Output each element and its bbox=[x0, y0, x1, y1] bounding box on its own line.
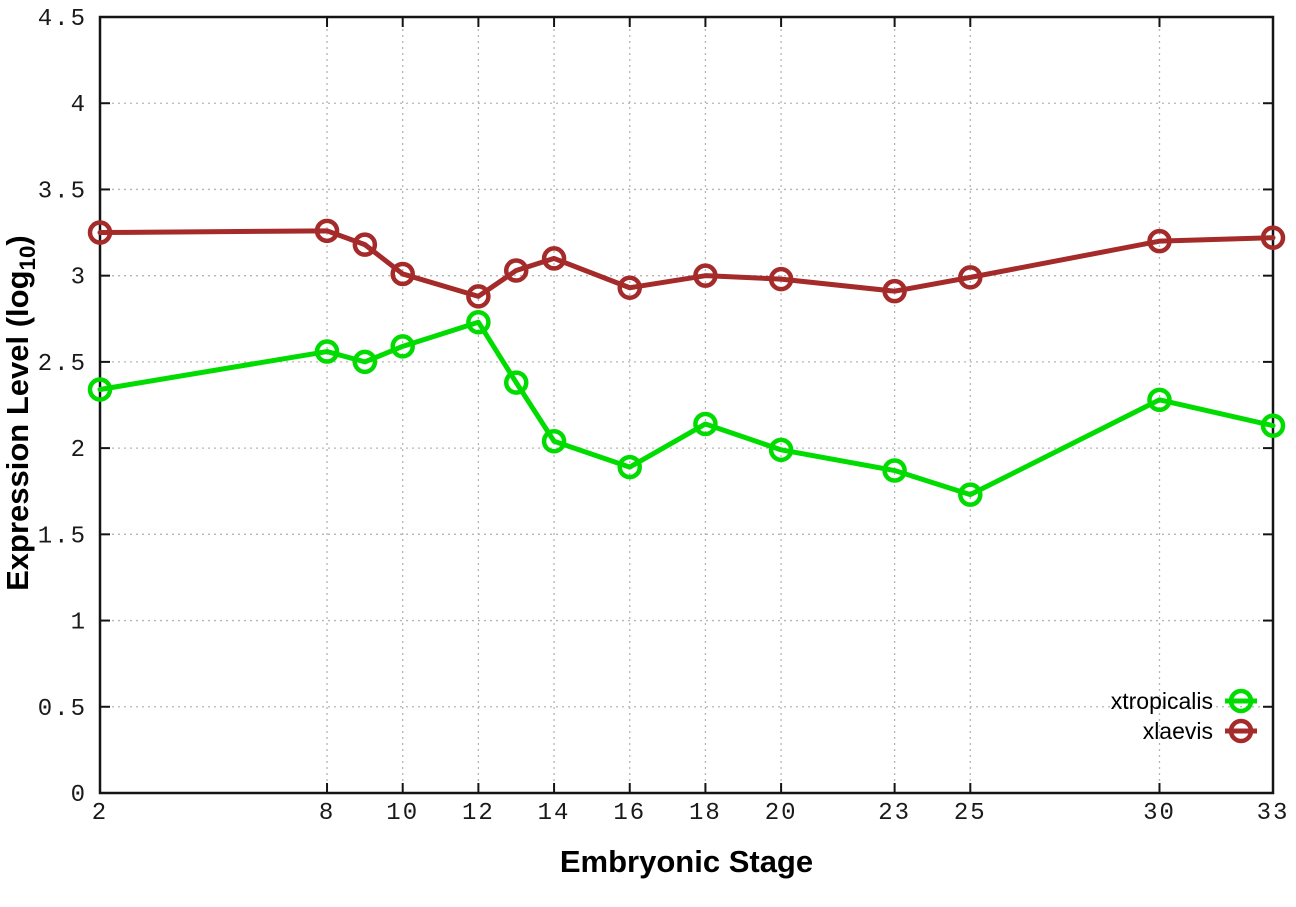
data-point-xlaevis-25 bbox=[958, 265, 983, 290]
x-tick-label: 12 bbox=[462, 800, 495, 827]
data-point-xtropicalis-8 bbox=[314, 339, 340, 364]
y-tick-label: 1.5 bbox=[38, 523, 87, 550]
data-point-xtropicalis-9 bbox=[352, 349, 378, 375]
y-axis-title-main: Expression Level (log bbox=[0, 270, 35, 591]
legend-label-xtropicalis: xtropicalis bbox=[1111, 688, 1213, 714]
data-point-xtropicalis-14 bbox=[541, 428, 567, 454]
data-point-xtropicalis-13 bbox=[503, 370, 529, 395]
legend-sample-marker-xtropicalis bbox=[1228, 688, 1254, 714]
x-tick-label: 2 bbox=[92, 800, 108, 827]
data-point-xtropicalis-33 bbox=[1260, 413, 1286, 438]
y-tick-label: 0 bbox=[71, 782, 87, 809]
x-tick-label: 8 bbox=[319, 800, 335, 827]
data-point-xlaevis-16 bbox=[617, 275, 642, 300]
legend-label-xlaevis: xlaevis bbox=[1143, 718, 1213, 744]
x-axis-title: Embryonic Stage bbox=[559, 844, 814, 879]
x-tick-label: 10 bbox=[386, 800, 419, 827]
data-point-xtropicalis-2 bbox=[87, 377, 113, 402]
y-tick-label: 0.5 bbox=[38, 696, 87, 723]
plot-border bbox=[98, 15, 1275, 795]
data-point-xtropicalis-12 bbox=[466, 309, 491, 335]
y-tick-label: 3.5 bbox=[38, 178, 87, 205]
y-tick-label: 4 bbox=[71, 92, 87, 119]
data-point-xtropicalis-10 bbox=[390, 334, 415, 359]
data-point-xlaevis-14 bbox=[541, 246, 567, 271]
y-tick-label: 4.5 bbox=[38, 6, 87, 33]
x-tick-label: 33 bbox=[1257, 800, 1290, 827]
data-point-xlaevis-9 bbox=[352, 232, 378, 257]
data-point-xlaevis-2 bbox=[87, 220, 113, 245]
data-point-xlaevis-18 bbox=[693, 263, 718, 288]
data-point-xtropicalis-30 bbox=[1147, 387, 1172, 413]
data-point-xtropicalis-20 bbox=[768, 437, 794, 463]
y-axis-title: Expression Level (log10) bbox=[0, 163, 45, 663]
data-point-xtropicalis-18 bbox=[693, 411, 718, 437]
data-point-xlaevis-10 bbox=[390, 261, 415, 287]
data-point-xlaevis-20 bbox=[768, 266, 794, 292]
y-tick-label: 2 bbox=[71, 437, 87, 464]
y-tick-label: 3 bbox=[71, 265, 87, 292]
x-tick-label: 25 bbox=[954, 800, 987, 827]
series-line-xlaevis bbox=[97, 228, 1276, 299]
data-point-xlaevis-33 bbox=[1260, 225, 1286, 250]
data-point-xlaevis-12 bbox=[466, 284, 491, 309]
x-tick-label: 23 bbox=[878, 800, 911, 827]
y-axis-title-close: ) bbox=[0, 235, 35, 246]
x-tick-label: 14 bbox=[538, 800, 571, 827]
data-point-xtropicalis-25 bbox=[958, 482, 983, 507]
y-tick-label: 2.5 bbox=[38, 351, 87, 378]
series-line-xtropicalis bbox=[97, 319, 1276, 498]
legend-sample-marker-xlaevis bbox=[1228, 718, 1254, 744]
y-tick-label: 1 bbox=[71, 610, 87, 637]
data-point-xtropicalis-16 bbox=[617, 454, 642, 480]
x-tick-label: 18 bbox=[689, 800, 722, 827]
data-point-xlaevis-8 bbox=[314, 218, 340, 244]
y-axis-title-subscript: 10 bbox=[15, 245, 41, 271]
data-point-xlaevis-23 bbox=[882, 278, 907, 304]
x-tick-label: 20 bbox=[765, 800, 798, 827]
x-tick-label: 30 bbox=[1143, 800, 1176, 827]
x-tick-label: 16 bbox=[613, 800, 646, 827]
data-point-xtropicalis-23 bbox=[882, 458, 907, 483]
data-point-xlaevis-13 bbox=[503, 258, 529, 283]
data-point-xlaevis-30 bbox=[1147, 228, 1172, 254]
